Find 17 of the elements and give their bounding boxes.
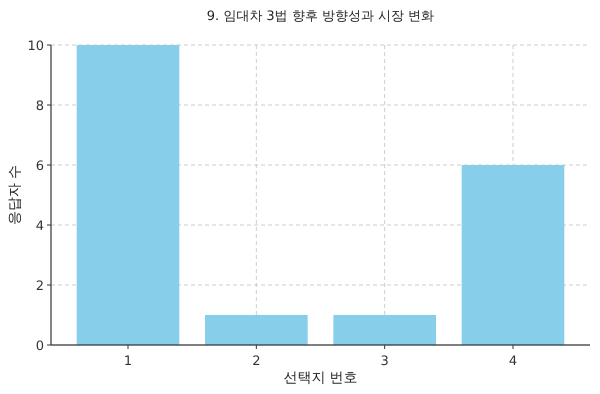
y-tick-label: 2 (36, 279, 44, 294)
bar (205, 315, 308, 345)
y-tick-label: 8 (36, 99, 44, 114)
y-tick-label: 0 (36, 339, 44, 354)
chart-title: 9. 임대차 3법 향후 방향성과 시장 변화 (206, 9, 434, 24)
x-tick-label: 2 (252, 354, 260, 369)
x-axis-title: 선택지 번호 (283, 370, 358, 386)
bar (76, 45, 180, 345)
x-tick-label: 4 (508, 354, 518, 369)
y-tick-label: 4 (36, 219, 44, 234)
bar (333, 315, 436, 345)
bar (462, 165, 564, 345)
x-tick-label: 3 (380, 354, 389, 369)
y-tick-label: 6 (36, 159, 44, 174)
y-axis-title: 응답자 수 (7, 164, 23, 226)
y-tick-label: 10 (27, 39, 44, 54)
x-tick-label: 1 (124, 354, 132, 369)
